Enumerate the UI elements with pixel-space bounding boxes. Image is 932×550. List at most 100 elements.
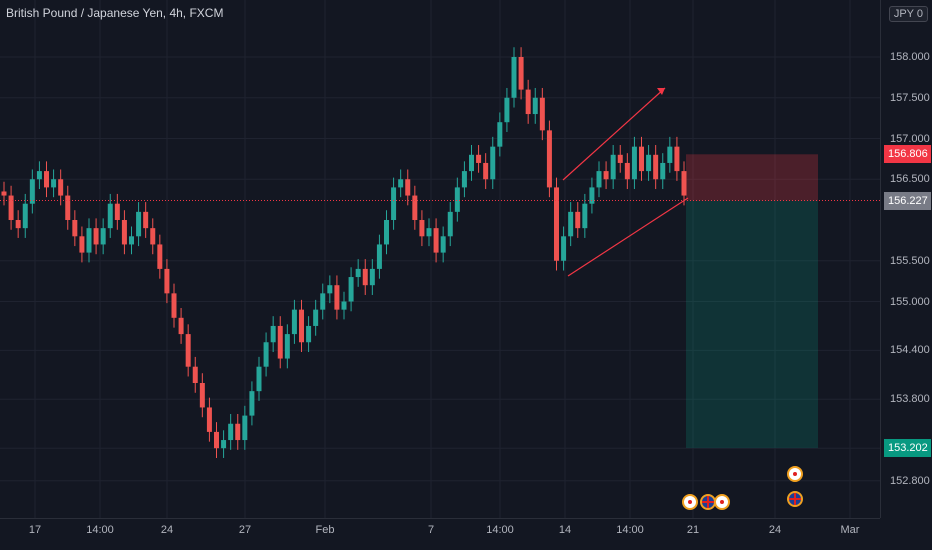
candle-body xyxy=(546,130,552,188)
candle-body xyxy=(334,285,340,310)
candle-body xyxy=(107,203,113,229)
candle-body xyxy=(242,415,248,441)
candle-body xyxy=(376,244,382,269)
price-tick-label: 156.500 xyxy=(890,173,930,186)
candle-body xyxy=(681,171,687,196)
chart-title: British Pound / Japanese Yen, 4h, FXCM xyxy=(6,6,224,20)
bid-price-tag: 156.227 xyxy=(884,192,931,211)
candle-body xyxy=(51,179,57,188)
candle-body xyxy=(270,325,276,343)
candle-body xyxy=(199,383,205,408)
candle-body xyxy=(284,334,290,359)
candle-body xyxy=(447,211,453,237)
candle-body xyxy=(235,423,241,441)
candle-body xyxy=(568,211,574,237)
candle-body xyxy=(164,268,170,294)
candle-body xyxy=(391,187,397,220)
candle-body xyxy=(646,154,652,172)
candle-body xyxy=(624,162,630,180)
time-tick-label: Feb xyxy=(315,524,335,536)
time-tick-label: 24 xyxy=(160,524,174,536)
candle-body xyxy=(398,179,404,188)
candle-body xyxy=(561,236,567,261)
candle-body xyxy=(157,244,163,269)
time-tick-label: 14:00 xyxy=(486,524,514,536)
candle-body xyxy=(539,97,545,131)
candle-body xyxy=(22,203,28,229)
candle-body xyxy=(440,236,446,253)
candle-body xyxy=(667,146,673,163)
candle-body xyxy=(93,228,99,245)
candle-body xyxy=(178,317,184,335)
candle-body xyxy=(327,285,333,294)
candle-body xyxy=(419,220,425,237)
time-tick-label: 21 xyxy=(686,524,700,536)
jp-flag-icon[interactable] xyxy=(714,494,730,510)
uk-flag-icon[interactable] xyxy=(787,491,803,507)
candle-body xyxy=(171,293,177,318)
candle-body xyxy=(660,162,666,180)
candle-body xyxy=(384,220,389,245)
candle-body xyxy=(589,187,595,204)
candle-body xyxy=(575,211,581,229)
candle-body xyxy=(72,220,78,237)
jp-flag-icon[interactable] xyxy=(787,466,803,482)
currency-badge[interactable]: JPY 0 xyxy=(888,6,928,22)
jp-flag-icon[interactable] xyxy=(682,494,698,510)
candle-body xyxy=(610,154,616,180)
arrow-head xyxy=(657,88,665,95)
candle-body xyxy=(249,391,255,416)
candle-body xyxy=(362,268,368,286)
price-tick-label: 157.500 xyxy=(890,91,930,104)
candle-body xyxy=(256,366,262,392)
time-tick-label: 14:00 xyxy=(86,524,114,536)
candle-body xyxy=(277,325,283,359)
candle-body xyxy=(8,195,14,220)
candle-body xyxy=(603,171,609,180)
candle-body xyxy=(582,203,588,229)
wedge-lower-line xyxy=(567,197,689,277)
candle-body xyxy=(228,423,234,441)
time-tick-label: 7 xyxy=(427,524,435,536)
time-tick-label: 27 xyxy=(238,524,252,536)
candle-body xyxy=(469,154,474,172)
time-tick-label: Mar xyxy=(840,524,860,536)
candle-body xyxy=(129,236,134,245)
candle-body xyxy=(497,122,503,147)
price-tick-label: 157.000 xyxy=(890,132,930,145)
candle-body xyxy=(476,154,482,163)
candle-body xyxy=(136,211,142,237)
price-tick-label: 154.400 xyxy=(890,344,930,357)
candle-body xyxy=(525,89,531,115)
candle-body xyxy=(461,171,467,188)
candle-body xyxy=(150,228,156,245)
stop-loss-zone xyxy=(686,154,818,201)
candle-body xyxy=(490,146,496,180)
candle-body xyxy=(518,57,524,90)
candle-body xyxy=(412,195,418,220)
price-tick-label: 155.500 xyxy=(890,254,930,267)
time-tick-label: 14 xyxy=(558,524,572,536)
candle-body xyxy=(114,203,120,220)
candle-body xyxy=(1,191,7,196)
take-profit-zone xyxy=(686,200,818,449)
price-chart[interactable] xyxy=(0,0,880,518)
candle-body xyxy=(143,211,149,229)
candle-body xyxy=(214,431,219,449)
candle-body xyxy=(341,301,347,310)
candle-body xyxy=(306,325,312,343)
candle-body xyxy=(221,440,227,449)
candle-body xyxy=(511,57,517,98)
candle-body xyxy=(355,268,361,278)
candle-body xyxy=(405,179,411,196)
candle-body xyxy=(36,171,42,180)
candle-body xyxy=(483,162,489,180)
candle-body xyxy=(426,228,432,237)
candle-body xyxy=(596,171,602,188)
candle-body xyxy=(121,220,127,245)
candle-body xyxy=(639,146,644,172)
candle-body xyxy=(313,309,319,326)
candle-body xyxy=(29,179,35,204)
candle-body xyxy=(263,342,269,367)
